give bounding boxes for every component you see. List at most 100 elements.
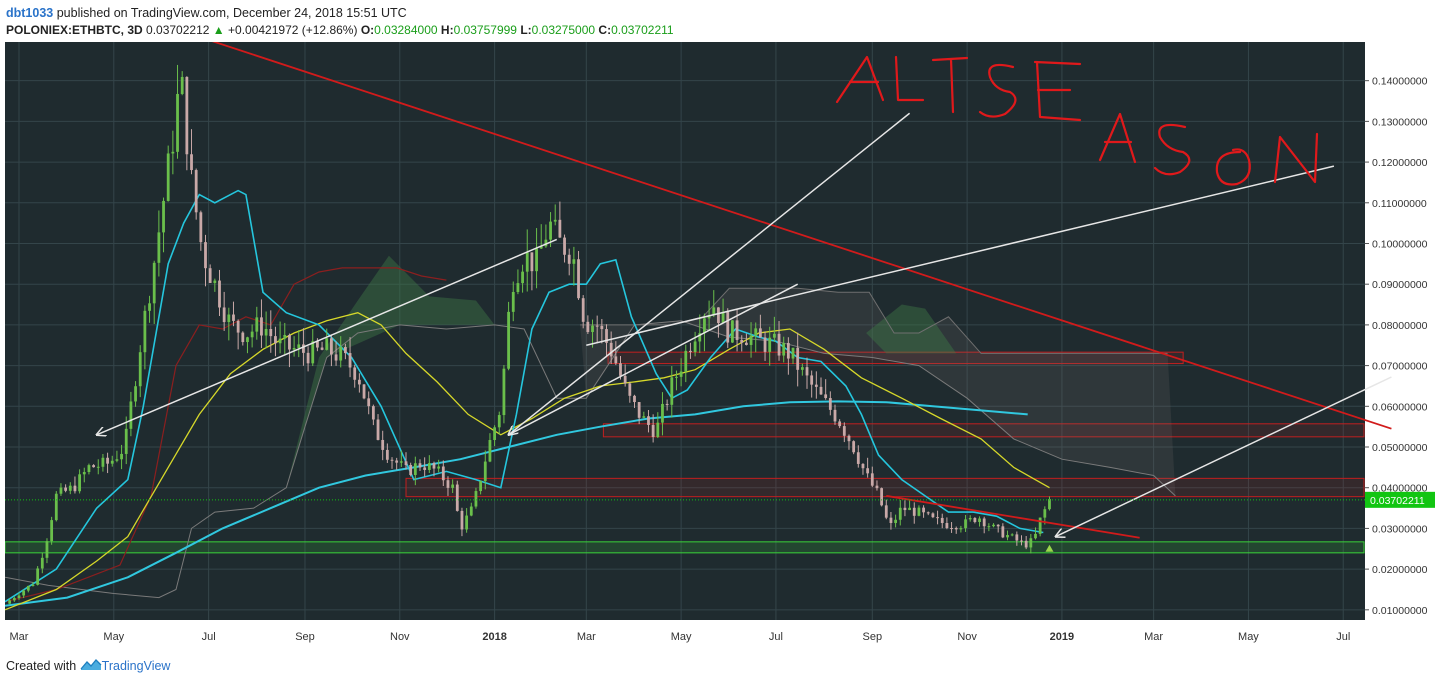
chart-container[interactable]: 0.01000000 0.02000000 0.03000000 0.04000000… <box>4 39 1441 650</box>
candle-down <box>954 528 958 530</box>
candle-up <box>246 337 249 343</box>
candle-up <box>479 481 483 492</box>
candle-up <box>120 453 123 460</box>
altseason-stroke <box>1153 123 1191 176</box>
candle-down <box>1024 540 1028 548</box>
candle-down <box>567 254 571 264</box>
close-label: C: <box>598 23 612 37</box>
candle-up <box>670 377 674 405</box>
y-tick-label: 0.04000000 <box>1372 483 1428 495</box>
candle-down <box>446 480 450 488</box>
chart-header: dbt1033 published on TradingView.com, De… <box>6 5 1406 38</box>
candle-down <box>1020 540 1023 542</box>
candle-up <box>82 472 86 475</box>
published-text: published on TradingView.com, December 2… <box>56 6 407 20</box>
candle-up <box>465 515 469 530</box>
candle-down <box>362 384 366 399</box>
candle-up <box>549 221 552 240</box>
candle-down <box>106 457 109 464</box>
candle-up <box>488 440 492 462</box>
candle-down <box>637 402 641 418</box>
time-axis-panel[interactable] <box>5 620 1441 650</box>
candle-up <box>992 524 995 527</box>
candle-down <box>847 435 851 442</box>
candle-down <box>73 485 77 492</box>
x-tick-label: Jul <box>769 631 783 643</box>
created-with-text: Created with <box>6 659 77 673</box>
low-value: 0.03275000 <box>531 23 596 37</box>
candle-up <box>26 585 30 591</box>
candle-up <box>894 519 898 523</box>
last-price: 0.03702212 <box>146 23 210 37</box>
tradingview-brand-link[interactable]: TradingView <box>101 659 171 673</box>
candle-up <box>45 541 49 558</box>
candle-up <box>250 331 254 338</box>
candle-up <box>497 415 501 428</box>
candle-up <box>772 333 776 338</box>
x-tick-label: 2018 <box>482 631 506 643</box>
candle-up <box>227 314 231 323</box>
candle-down <box>842 426 846 436</box>
candle-up <box>138 352 142 387</box>
candle-up <box>78 474 82 492</box>
candle-down <box>1015 534 1019 541</box>
author-link[interactable]: dbt1033 <box>6 6 54 20</box>
candle-down <box>316 341 319 348</box>
candle-up <box>36 568 40 585</box>
candle-up <box>474 491 478 507</box>
candle-up <box>134 386 137 402</box>
y-tick-label: 0.05000000 <box>1372 442 1428 454</box>
candle-down <box>530 252 534 272</box>
y-tick-label: 0.02000000 <box>1372 564 1428 576</box>
candle-up <box>54 493 58 521</box>
candle-down <box>395 460 399 463</box>
price-axis-panel[interactable] <box>1365 42 1441 620</box>
y-tick-label: 0.03000000 <box>1372 523 1428 535</box>
candle-down <box>320 347 324 350</box>
candle-down <box>852 441 856 453</box>
candle-down <box>619 363 622 376</box>
candle-up <box>264 328 268 336</box>
x-tick-label: Mar <box>1144 631 1163 643</box>
current-price-marker: 0.03702211 <box>5 491 1435 552</box>
altseason-stroke <box>1215 148 1251 186</box>
altseason-annotation <box>835 55 1319 186</box>
candle-up <box>451 484 455 488</box>
candle-down <box>833 409 837 422</box>
candle-down <box>334 354 338 361</box>
white-trendline <box>1056 376 1392 537</box>
candle-up <box>917 507 921 516</box>
candle-up <box>553 219 557 222</box>
price-chart[interactable]: 0.01000000 0.02000000 0.03000000 0.04000000… <box>4 39 1441 650</box>
cloud-top-line <box>580 287 1168 354</box>
candle-down <box>856 452 860 464</box>
candle-up <box>544 239 548 247</box>
candle-up <box>721 311 725 323</box>
indicator-lines <box>4 189 1176 611</box>
candle-down <box>348 353 352 368</box>
candle-up <box>959 528 963 530</box>
candle-down <box>376 419 380 440</box>
candle-down <box>903 507 907 511</box>
y-tick-label: 0.06000000 <box>1372 401 1428 413</box>
candle-up <box>525 252 529 272</box>
candle-down <box>819 386 823 395</box>
candle-down <box>241 332 245 343</box>
candle-down <box>577 259 580 299</box>
candle-up <box>115 459 119 461</box>
candle-up <box>101 457 105 467</box>
candle-up <box>399 461 403 463</box>
candle-up <box>437 466 441 469</box>
signal-up-triangle-icon <box>1045 544 1054 552</box>
tradingview-logo-icon <box>80 659 102 670</box>
support-resistance-zones <box>4 351 1365 554</box>
candle-down <box>866 468 870 474</box>
candle-down <box>936 517 939 519</box>
candle-up <box>791 347 795 359</box>
candle-up <box>283 334 287 339</box>
candle-down <box>204 242 207 269</box>
candle-up <box>483 461 487 482</box>
candle-up <box>339 347 343 361</box>
candle-down <box>330 338 333 355</box>
y-tick-label: 0.07000000 <box>1372 361 1428 373</box>
